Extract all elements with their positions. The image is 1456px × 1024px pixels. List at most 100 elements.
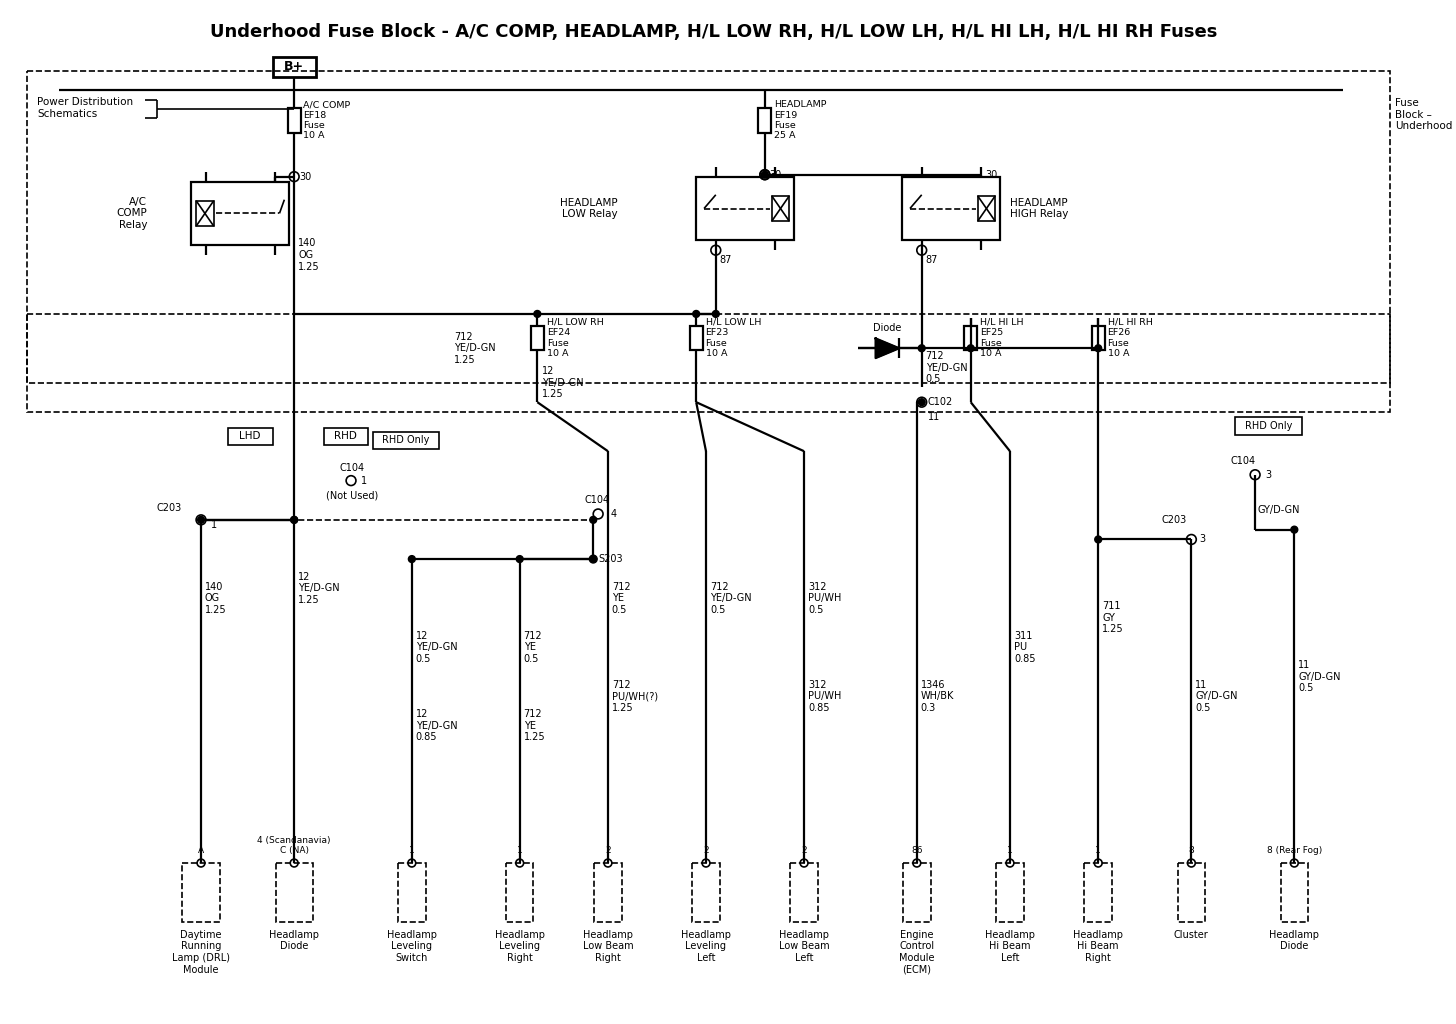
Text: C203: C203 — [1162, 515, 1187, 525]
Bar — [977, 196, 996, 221]
Text: 1: 1 — [211, 520, 217, 529]
Circle shape — [919, 398, 925, 406]
Bar — [964, 326, 977, 350]
Text: 4: 4 — [612, 509, 617, 519]
Text: 12
YE/D-GN
1.25: 12 YE/D-GN 1.25 — [542, 366, 584, 399]
Bar — [903, 863, 930, 922]
Text: 30: 30 — [298, 172, 312, 181]
Bar — [182, 863, 220, 922]
Text: H/L HI LH
EF25
Fuse
10 A: H/L HI LH EF25 Fuse 10 A — [980, 317, 1024, 358]
Text: 712
YE
0.5: 712 YE 0.5 — [612, 582, 630, 614]
Bar — [197, 201, 214, 226]
Circle shape — [761, 171, 769, 178]
Bar — [791, 863, 818, 922]
Bar — [28, 71, 1390, 383]
Text: Headlamp
Hi Beam
Right: Headlamp Hi Beam Right — [1073, 930, 1123, 963]
Bar — [692, 863, 719, 922]
Text: LHD: LHD — [239, 431, 261, 441]
Text: 2: 2 — [801, 846, 807, 855]
Text: C104: C104 — [339, 463, 364, 473]
Text: 11
GY/D-GN
0.5: 11 GY/D-GN 0.5 — [1299, 660, 1341, 693]
Text: 1: 1 — [1095, 846, 1101, 855]
Text: Headlamp
Diode: Headlamp Diode — [269, 930, 319, 951]
Text: A/C COMP
EF18
Fuse
10 A: A/C COMP EF18 Fuse 10 A — [303, 100, 351, 140]
Text: 1: 1 — [361, 475, 367, 485]
Bar — [229, 428, 272, 445]
Bar — [531, 326, 543, 350]
Text: 11: 11 — [927, 412, 939, 422]
Text: Headlamp
Diode: Headlamp Diode — [1270, 930, 1319, 951]
Bar — [759, 108, 772, 132]
Bar — [191, 181, 290, 246]
Text: Headlamp
Leveling
Switch: Headlamp Leveling Switch — [387, 930, 437, 963]
Text: RHD Only: RHD Only — [1245, 421, 1293, 431]
Bar — [1085, 863, 1112, 922]
Text: 312
PU/WH
0.5: 312 PU/WH 0.5 — [808, 582, 842, 614]
Text: 86: 86 — [911, 846, 923, 855]
Text: 1: 1 — [1008, 846, 1013, 855]
Circle shape — [693, 310, 700, 317]
Text: C104: C104 — [584, 496, 610, 505]
Text: 12
YE/D-GN
0.5: 12 YE/D-GN 0.5 — [416, 631, 457, 664]
Text: A/C
COMP
Relay: A/C COMP Relay — [116, 197, 147, 230]
Circle shape — [291, 516, 297, 523]
Text: S203: S203 — [598, 554, 623, 564]
Text: 312
PU/WH
0.85: 312 PU/WH 0.85 — [808, 680, 842, 713]
Text: GY/D-GN: GY/D-GN — [1257, 505, 1300, 515]
Bar — [1092, 326, 1105, 350]
Text: Diode: Diode — [874, 323, 901, 333]
Text: Headlamp
Leveling
Left: Headlamp Leveling Left — [681, 930, 731, 963]
Text: C104: C104 — [1230, 456, 1255, 466]
Text: Headlamp
Leveling
Right: Headlamp Leveling Right — [495, 930, 545, 963]
Text: 8 (Rear Fog): 8 (Rear Fog) — [1267, 846, 1322, 855]
Text: 712
PU/WH(?)
1.25: 712 PU/WH(?) 1.25 — [612, 680, 658, 713]
Text: H/L LOW RH
EF24
Fuse
10 A: H/L LOW RH EF24 Fuse 10 A — [546, 317, 603, 358]
Circle shape — [291, 516, 297, 523]
Text: 712
YE
0.5: 712 YE 0.5 — [524, 631, 542, 664]
Text: 87: 87 — [719, 255, 732, 265]
Text: H/L LOW LH
EF23
Fuse
10 A: H/L LOW LH EF23 Fuse 10 A — [706, 317, 761, 358]
Circle shape — [1291, 526, 1297, 534]
Text: 140
OG
1.25: 140 OG 1.25 — [298, 239, 320, 271]
Text: 12
YE/D-GN
0.85: 12 YE/D-GN 0.85 — [416, 710, 457, 742]
Text: C102: C102 — [927, 397, 952, 408]
Text: HEADLAMP
LOW Relay: HEADLAMP LOW Relay — [561, 198, 617, 219]
Text: B+: B+ — [284, 60, 304, 74]
Text: 30: 30 — [770, 170, 782, 179]
Text: 11
GY/D-GN
0.5: 11 GY/D-GN 0.5 — [1195, 680, 1238, 713]
Circle shape — [534, 310, 540, 317]
Text: HEADLAMP
HIGH Relay: HEADLAMP HIGH Relay — [1010, 198, 1069, 219]
Text: 3: 3 — [1265, 470, 1271, 479]
Text: RHD: RHD — [333, 431, 357, 441]
Text: 4 (Scandanavia)
C (NA): 4 (Scandanavia) C (NA) — [258, 836, 331, 855]
Circle shape — [590, 555, 597, 563]
Text: RHD Only: RHD Only — [383, 435, 430, 445]
Bar — [594, 863, 622, 922]
Text: Underhood Fuse Block - A/C COMP, HEADLAMP, H/L LOW RH, H/L LOW LH, H/L HI LH, H/: Underhood Fuse Block - A/C COMP, HEADLAM… — [210, 23, 1217, 41]
Circle shape — [408, 556, 415, 562]
Bar — [275, 863, 313, 922]
Bar — [272, 57, 316, 77]
Text: 712
YE/D-GN
0.5: 712 YE/D-GN 0.5 — [926, 351, 967, 384]
Text: 12
YE/D-GN
1.25: 12 YE/D-GN 1.25 — [298, 571, 339, 605]
Circle shape — [198, 516, 204, 523]
Bar — [772, 196, 789, 221]
Text: 87: 87 — [926, 255, 938, 265]
Text: Power Distribution
Schematics: Power Distribution Schematics — [38, 97, 134, 119]
Bar — [696, 177, 794, 241]
Text: C203: C203 — [157, 503, 182, 513]
Text: 712
YE/D-GN
1.25: 712 YE/D-GN 1.25 — [454, 332, 495, 365]
Bar — [996, 863, 1024, 922]
Text: 1: 1 — [409, 846, 415, 855]
Text: Cluster: Cluster — [1174, 930, 1208, 940]
Text: Fuse
Block –
Underhood: Fuse Block – Underhood — [1395, 98, 1453, 131]
Text: 711
GY
1.25: 711 GY 1.25 — [1102, 601, 1124, 635]
Circle shape — [517, 556, 523, 562]
Text: 3: 3 — [1200, 535, 1206, 545]
Text: Headlamp
Low Beam
Right: Headlamp Low Beam Right — [582, 930, 633, 963]
Text: 1346
WH/BK
0.3: 1346 WH/BK 0.3 — [920, 680, 954, 713]
Text: HEADLAMP
EF19
Fuse
25 A: HEADLAMP EF19 Fuse 25 A — [775, 100, 827, 140]
Bar — [903, 177, 1000, 241]
Text: 1: 1 — [517, 846, 523, 855]
Text: 2: 2 — [606, 846, 610, 855]
